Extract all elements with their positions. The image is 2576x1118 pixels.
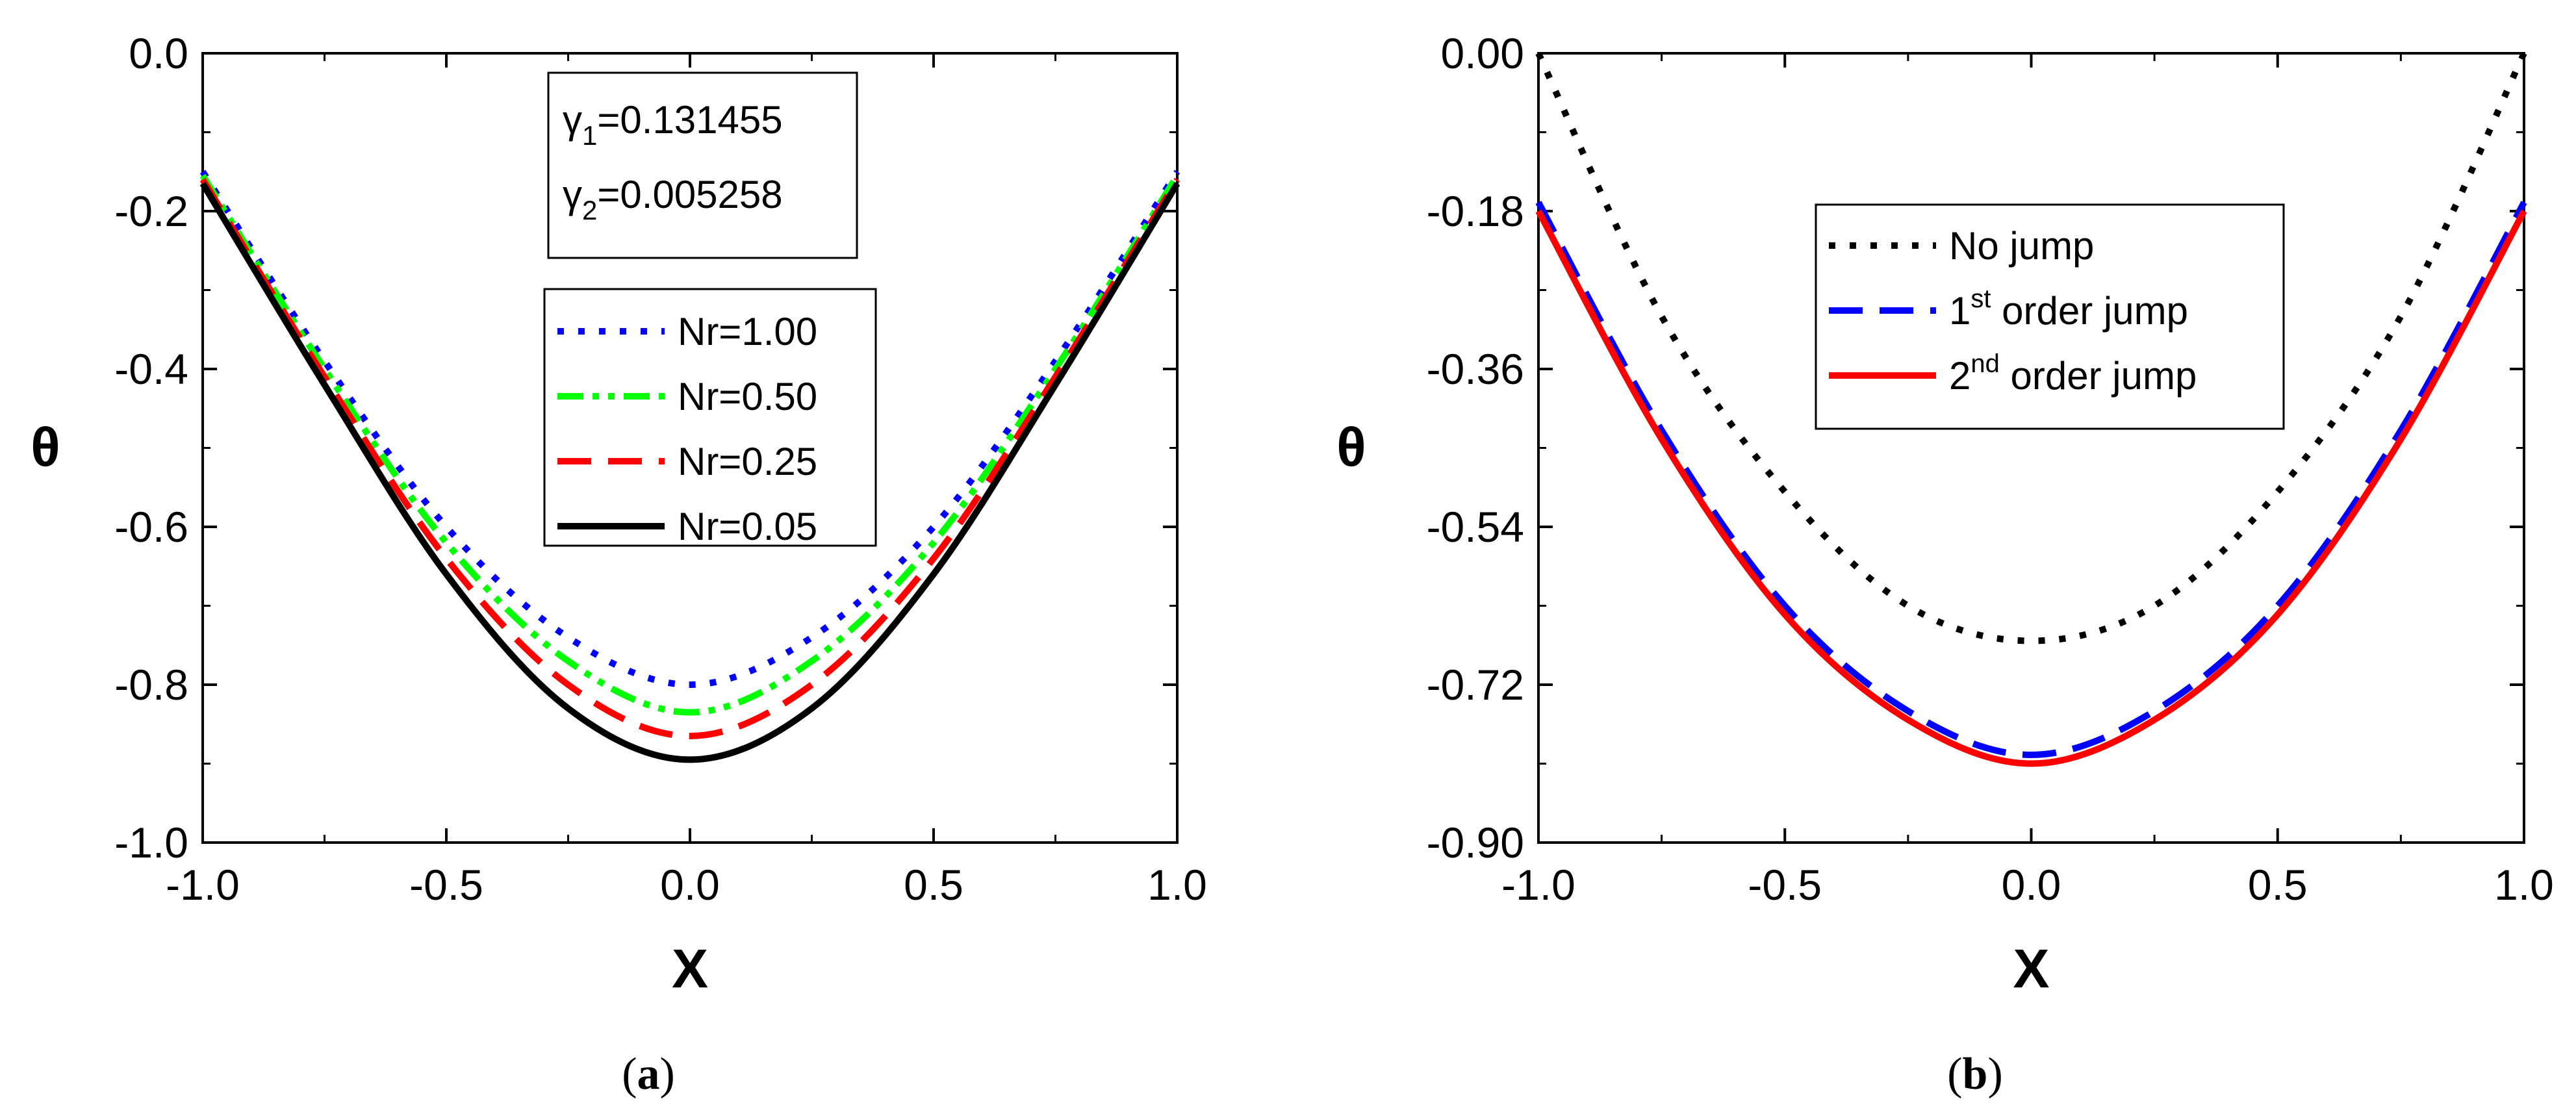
series-line-3 [1535, 209, 2527, 767]
y-tick-label: -0.90 [1427, 819, 1524, 867]
legend-entry-label: Nr=0.05 [678, 505, 817, 548]
series-line-1 [199, 170, 1180, 689]
y-axis-title: θ [31, 417, 60, 478]
parameter-label: γ2=0.005258 [563, 173, 783, 225]
x-tick-label: -1.0 [1501, 861, 1575, 909]
x-tick-label: 0.5 [2248, 861, 2308, 909]
y-tick-label: -0.4 [114, 345, 188, 393]
y-tick-label: -0.72 [1427, 661, 1524, 709]
y-tick-label: 0.0 [129, 29, 188, 77]
legend-entry-label: Nr=1.00 [678, 310, 817, 353]
series-line-2 [199, 173, 1180, 716]
x-tick-label: 0.0 [2002, 861, 2061, 909]
series-line-3 [199, 177, 1180, 739]
y-tick-label: 0.00 [1441, 29, 1524, 77]
x-tick-label: 0.0 [660, 861, 720, 909]
legend-entry-label: 2nd order jump [1949, 349, 2197, 398]
x-tick-label: -0.5 [409, 861, 483, 909]
legend-entry-label: 1st order jump [1949, 285, 2188, 333]
series-line-2 [1535, 201, 2527, 759]
y-tick-label: -0.8 [114, 661, 188, 709]
x-tick-label: -0.5 [1748, 861, 1822, 909]
panel-caption: (a) [622, 1049, 675, 1099]
y-axis-title: θ [1336, 417, 1366, 478]
parameter-box [547, 71, 858, 259]
series-line-1 [1535, 51, 2527, 644]
x-tick-label: 1.0 [2494, 861, 2554, 909]
plot-frame [1537, 52, 2525, 844]
y-tick-label: -0.6 [114, 503, 188, 551]
legend-entry-label: No jump [1949, 224, 2094, 268]
x-tick-label: 1.0 [1147, 861, 1207, 909]
chart-panel-b: -1.0 -0.5 0.0 0.5 1.0 0.00 -0.18 -0.36 -0.54 -0.7… [1336, 29, 2554, 1099]
legend-box [1815, 203, 2285, 430]
panel-caption: (b) [1947, 1049, 2003, 1099]
y-tick-label: -0.54 [1427, 503, 1524, 551]
series-line-4 [199, 181, 1180, 763]
y-tick-label: -0.18 [1427, 187, 1524, 235]
parameter-label: γ1=0.131455 [563, 98, 783, 151]
x-tick-label: 0.5 [904, 861, 963, 909]
y-tick-label: -1.0 [114, 819, 188, 867]
x-tick-label: -1.0 [166, 861, 240, 909]
legend-entry-label: Nr=0.50 [678, 375, 817, 418]
x-axis-title: X [2013, 938, 2049, 999]
x-axis-title: X [672, 938, 708, 999]
legend-entry-label: Nr=0.25 [678, 440, 817, 483]
chart-panel-a: -1.0 -0.5 0.0 0.5 1.0 0.0 -0.2 -0.4 -0.6 -0.8 -1.0… [31, 29, 1207, 1099]
y-tick-label: -0.36 [1427, 345, 1524, 393]
y-tick-label: -0.2 [114, 187, 188, 235]
